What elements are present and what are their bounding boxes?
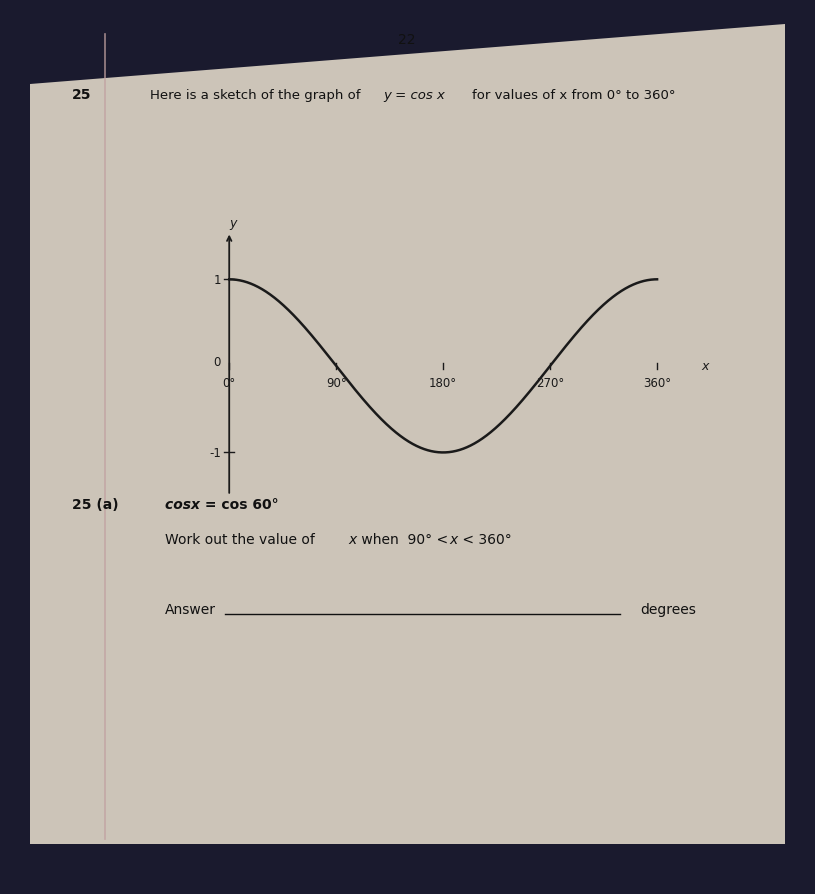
Text: 25 (a): 25 (a): [72, 497, 119, 511]
Text: 0: 0: [214, 356, 221, 368]
Text: Answer: Answer: [165, 603, 216, 616]
Text: Work out the value of: Work out the value of: [165, 533, 319, 546]
Text: when  90° <: when 90° <: [357, 533, 452, 546]
Text: 0°: 0°: [222, 377, 236, 390]
Text: 180°: 180°: [429, 377, 457, 390]
Text: 270°: 270°: [536, 377, 564, 390]
Text: degrees: degrees: [640, 603, 696, 616]
Text: Here is a sketch of the graph of: Here is a sketch of the graph of: [150, 89, 360, 101]
Text: = cos 60°: = cos 60°: [200, 497, 279, 511]
Text: 360°: 360°: [643, 377, 672, 390]
Text: y: y: [229, 217, 236, 230]
Text: 25: 25: [72, 88, 91, 102]
Text: x: x: [701, 360, 708, 373]
Text: 90°: 90°: [326, 377, 346, 390]
Text: x: x: [449, 533, 457, 546]
Text: y = cos x: y = cos x: [383, 89, 445, 101]
Text: for values of x from 0° to 360°: for values of x from 0° to 360°: [472, 89, 676, 101]
Text: 22: 22: [399, 33, 416, 47]
Text: -1: -1: [209, 446, 221, 460]
Text: 1: 1: [214, 274, 221, 286]
Text: < 360°: < 360°: [458, 533, 512, 546]
Text: cos: cos: [165, 497, 196, 511]
Text: x: x: [191, 497, 200, 511]
Text: x: x: [348, 533, 356, 546]
Polygon shape: [30, 25, 785, 844]
